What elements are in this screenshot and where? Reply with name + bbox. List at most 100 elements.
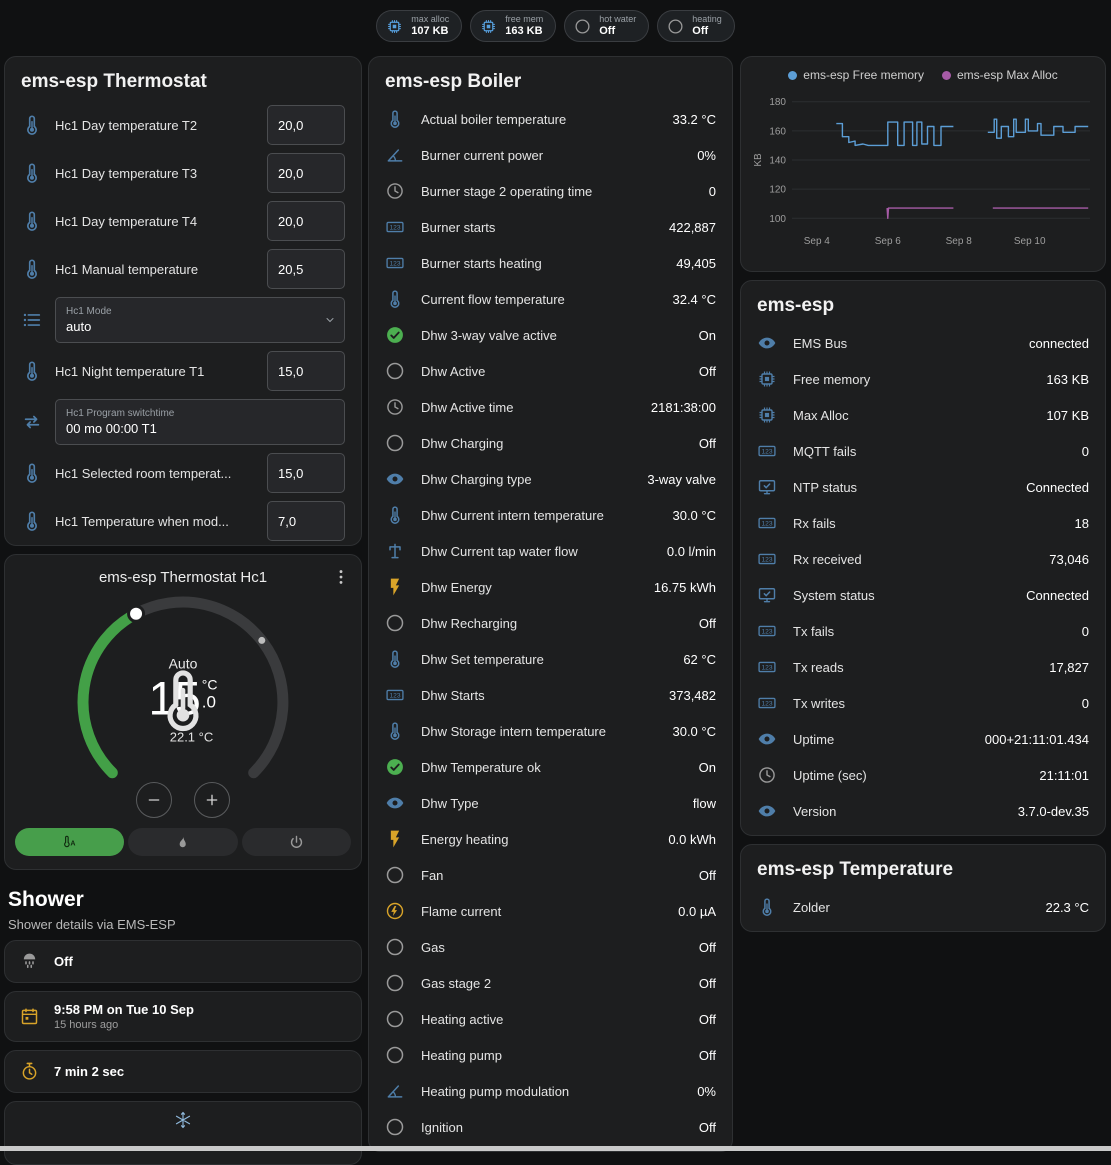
number-input[interactable]: 15,0 [267,453,345,493]
card-title: ems-esp Thermostat Hc1 [98,569,268,586]
entity-value: 0.0 kWh [668,831,716,847]
entity-row[interactable]: Uptime (sec) 21:11:01 [741,757,1105,793]
shower-info-card[interactable]: 7 min 2 sec [4,1050,362,1093]
entity-row[interactable]: Dhw Charging Off [369,425,732,461]
more-options-button[interactable] [331,567,351,587]
entity-value: 0 [708,183,716,199]
shower-info-card[interactable] [4,1101,362,1165]
entity-value: Off [698,1011,716,1027]
status-chip-free-mem[interactable]: free mem 163 KB [470,10,557,42]
off-mode-button[interactable] [241,828,351,856]
heat-mode-button[interactable] [128,828,238,856]
svg-text:123: 123 [761,629,772,636]
entity-row[interactable]: Flame current 0.0 µA [369,893,732,929]
entity-row[interactable]: Heating active Off [369,1001,732,1037]
entity-row[interactable]: Current flow temperature 32.4 °C [369,281,732,317]
entity-value: On [698,327,716,343]
entity-row[interactable]: 123 Rx received 73,046 [741,541,1105,577]
flash-icon [385,829,405,849]
auto-mode-button[interactable]: A [15,828,125,856]
number-input[interactable]: 20,0 [267,105,345,145]
thermometer-icon [385,505,405,525]
entity-row[interactable]: Dhw Set temperature 62 °C [369,641,732,677]
status-chip-heating[interactable]: heating Off [657,10,735,42]
entity-row[interactable]: Fan Off [369,857,732,893]
card-title: ems-esp Temperature [757,859,954,880]
shower-info-card[interactable]: 9:58 PM on Tue 10 Sep 15 hours ago [4,991,362,1042]
number-input[interactable]: 7,0 [267,501,345,541]
entity-row[interactable]: EMS Bus connected [741,325,1105,361]
entity-row[interactable]: Energy heating 0.0 kWh [369,821,732,857]
entity-row[interactable]: Heating pump Off [369,1037,732,1073]
entity-row[interactable]: Dhw 3-way valve active On [369,317,732,353]
entity-row[interactable]: Dhw Charging type 3-way valve [369,461,732,497]
legend-item: ems-esp Max Alloc [942,68,1058,82]
setting-row: Hc1 Selected room temperat... 15,0 [5,449,361,497]
temp-decrease-button[interactable] [136,782,172,818]
entity-name: Dhw Charging type [421,471,532,487]
entity-row[interactable]: Dhw Current intern temperature 30.0 °C [369,497,732,533]
number-input[interactable]: 15,0 [267,351,345,391]
entity-name: Gas stage 2 [421,975,492,991]
entity-row[interactable]: 123 Burner starts heating 49,405 [369,245,732,281]
entity-row[interactable]: Gas Off [369,929,732,965]
mode-select[interactable]: Hc1 Mode auto [55,297,345,343]
entity-row[interactable]: Dhw Recharging Off [369,605,732,641]
number-input[interactable]: 20,5 [267,249,345,289]
entity-name: Dhw Current intern temperature [421,507,604,523]
angle-icon [385,145,405,165]
chip-value: Off [599,24,616,37]
number-input[interactable]: 20,0 [267,153,345,193]
svg-text:123: 123 [761,665,772,672]
entity-name: Fan [421,867,444,883]
entity-value: 18 [1074,515,1089,531]
legend-dot [942,70,951,80]
entity-row[interactable]: Dhw Storage intern temperature 30.0 °C [369,713,732,749]
shower-info-card[interactable]: Off [4,940,362,983]
entity-name: Dhw Set temperature [421,651,544,667]
entity-row[interactable]: Burner current power 0% [369,137,732,173]
setting-row: Hc1 Mode auto [5,293,361,347]
page-bottom-edge [0,1146,1111,1151]
entity-row[interactable]: Dhw Temperature ok On [369,749,732,785]
entity-row[interactable]: Uptime 000+21:11:01.434 [741,721,1105,757]
entity-row[interactable]: 123 Dhw Starts 373,482 [369,677,732,713]
entity-row[interactable]: Dhw Energy 16.75 kWh [369,569,732,605]
entity-row[interactable]: Gas stage 2 Off [369,965,732,1001]
status-chip-hot-water[interactable]: hot water Off [564,10,650,42]
legend-label: ems-esp Free memory [803,68,924,82]
svg-text:123: 123 [761,557,772,564]
number-input[interactable]: 20,0 [267,201,345,241]
entity-row[interactable]: System status Connected [741,577,1105,613]
entity-row[interactable]: Burner stage 2 operating time 0 [369,173,732,209]
entity-row[interactable]: 123 MQTT fails 0 [741,433,1105,469]
text-input[interactable]: Hc1 Program switchtime 00 mo 00:00 T1 [55,399,345,445]
entity-row[interactable]: Dhw Type flow [369,785,732,821]
entity-row[interactable]: 123 Rx fails 18 [741,505,1105,541]
entity-row[interactable]: 123 Tx writes 0 [741,685,1105,721]
temp-increase-button[interactable] [194,782,230,818]
entity-row[interactable]: Max Alloc 107 KB [741,397,1105,433]
entity-row[interactable]: Dhw Current tap water flow 0.0 l/min [369,533,732,569]
entity-row[interactable]: Zolder 22.3 °C [741,889,1105,925]
chart-legend: ems-esp Free memory ems-esp Max Alloc [749,63,1097,85]
entity-row[interactable]: 123 Burner starts 422,887 [369,209,732,245]
shower-icon [19,951,40,972]
thermometer-icon [21,462,43,484]
check-circle-icon [385,325,405,345]
entity-row[interactable]: Dhw Active time 2181:38:00 [369,389,732,425]
entity-row[interactable]: Dhw Active Off [369,353,732,389]
entity-row[interactable]: 123 Tx reads 17,827 [741,649,1105,685]
entity-value: 0% [697,1083,716,1099]
thermostat-dial[interactable]: Auto 15 °C .0 22.1 °C [53,588,313,816]
entity-row[interactable]: 123 Tx fails 0 [741,613,1105,649]
status-chip-max-alloc[interactable]: max alloc 107 KB [376,10,463,42]
entity-row[interactable]: Heating pump modulation 0% [369,1073,732,1109]
entity-row[interactable]: Version 3.7.0-dev.35 [741,793,1105,829]
entity-row[interactable]: Free memory 163 KB [741,361,1105,397]
entity-row[interactable]: NTP status Connected [741,469,1105,505]
entity-row[interactable]: Ignition Off [369,1109,732,1145]
entity-row[interactable]: Actual boiler temperature 33.2 °C [369,101,732,137]
counter-icon: 123 [757,549,777,569]
monitor-check-icon [757,477,777,497]
